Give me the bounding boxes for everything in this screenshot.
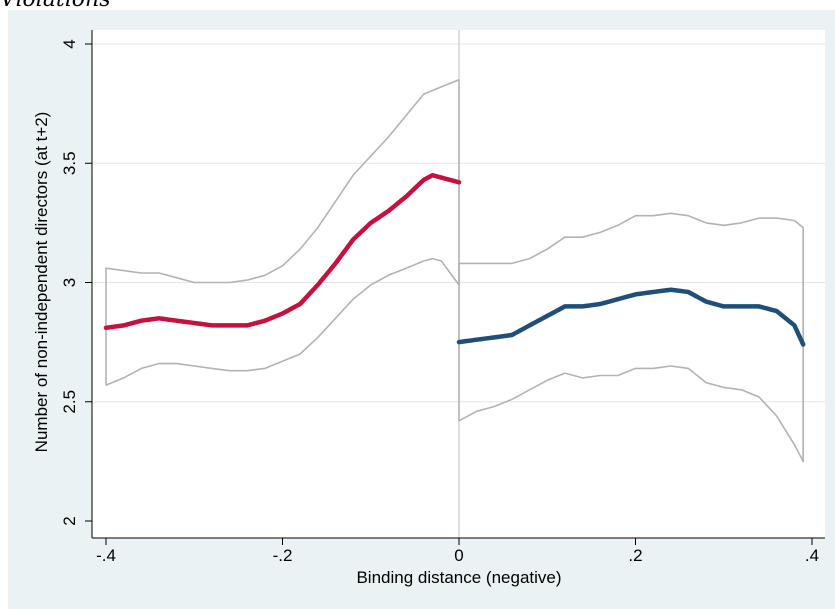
x-axis-title: Binding distance (negative) [356,568,561,587]
x-tick-label-4: .4 [805,546,819,565]
y-tick-label-1: 2.5 [60,390,79,414]
series-right-lower [458,365,804,463]
page-title: Violations [0,0,111,12]
y-tick-label-0: 2 [60,516,79,525]
series-right-upper [458,212,804,265]
y-axis-title: Number of non-independent directors (at … [32,112,51,453]
y-tick-label-2: 3 [60,278,79,287]
series-left-lower [105,257,460,386]
series-right-fit [456,287,806,347]
x-tick-label-1: -.2 [273,546,293,565]
axes: -.4 -.2 0 .2 .4 2 2.5 3 3.5 4 [60,30,825,565]
y-tick-label-3: 3.5 [60,151,79,175]
x-tick-label-0: -.4 [96,546,116,565]
y-tick-label-4: 4 [60,39,79,48]
series-left-upper [105,79,460,284]
series-left-fit [103,172,462,331]
fit-lines [103,172,806,347]
x-tick-label-3: .2 [628,546,642,565]
x-tick-label-2: 0 [454,546,463,565]
